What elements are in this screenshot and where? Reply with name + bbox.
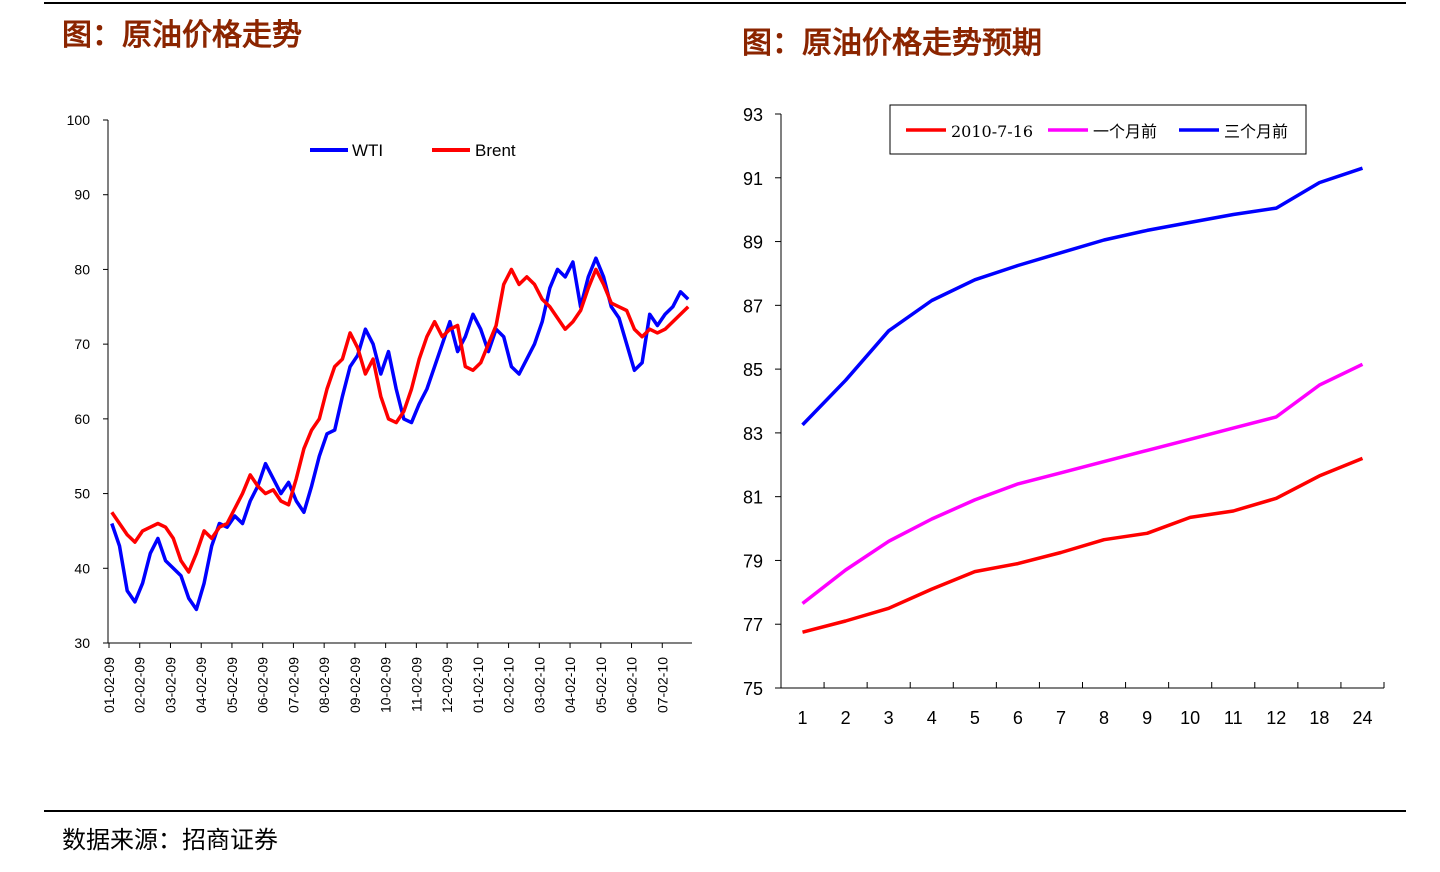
bottom-rule (44, 810, 1406, 812)
left-x-tick-label: 12-02-09 (439, 657, 455, 713)
left-y-tick-label: 40 (74, 560, 90, 576)
right-y-tick-label: 81 (743, 488, 763, 508)
right-x-tick-label: 12 (1266, 708, 1286, 728)
right-x-tick-label: 7 (1056, 708, 1066, 728)
left-x-tick-label: 05-02-10 (593, 657, 609, 713)
right-x-tick-label: 3 (884, 708, 894, 728)
forward-curve-line-0 (802, 456, 1364, 634)
series-line-brent (110, 267, 690, 574)
right-y-tick-label: 89 (743, 233, 763, 253)
right-legend-label-1: 一个月前 (1093, 122, 1157, 141)
right-legend-label-2: 三个月前 (1224, 122, 1288, 141)
left-x-tick-label: 03-02-09 (162, 657, 178, 713)
right-y-tick-label: 93 (743, 105, 763, 125)
right-y-tick-label: 91 (743, 169, 763, 189)
left-y-tick-label: 100 (67, 112, 91, 128)
right-x-tick-label: 6 (1013, 708, 1023, 728)
right-x-tick-label: 10 (1180, 708, 1200, 728)
top-rule (44, 2, 1406, 4)
right-y-tick-label: 77 (743, 615, 763, 635)
right-x-tick-label: 1 (798, 708, 808, 728)
left-x-tick-label: 01-02-10 (470, 657, 486, 713)
left-y-tick-label: 80 (74, 261, 90, 277)
right-y-tick-label: 83 (743, 424, 763, 444)
right-y-tick-label: 85 (743, 360, 763, 380)
left-x-tick-label: 06-02-09 (255, 657, 271, 713)
left-y-tick-label: 90 (74, 187, 90, 203)
legend-label-brent: Brent (475, 141, 516, 160)
left-x-tick-label: 01-02-09 (101, 657, 117, 713)
left-x-tick-label: 02-02-10 (501, 657, 517, 713)
left-x-tick-label: 09-02-09 (347, 657, 363, 713)
left-y-tick-label: 50 (74, 486, 90, 502)
right-x-tick-label: 24 (1352, 708, 1372, 728)
right-y-tick-label: 87 (743, 296, 763, 316)
right-y-tick-label: 79 (743, 551, 763, 571)
forward-curve-line-2 (801, 166, 1364, 427)
left-x-tick-label: 07-02-10 (654, 657, 670, 713)
left-y-tick-label: 60 (74, 411, 90, 427)
left-x-tick-label: 11-02-09 (408, 657, 424, 712)
left-x-tick-label: 05-02-09 (224, 657, 240, 713)
left-x-tick-label: 04-02-09 (193, 657, 209, 713)
left-x-tick-label: 10-02-09 (378, 657, 394, 713)
right-x-tick-label: 8 (1099, 708, 1109, 728)
right-x-tick-label: 5 (970, 708, 980, 728)
left-chart-title: 图：原油价格走势 (62, 18, 302, 53)
right-x-tick-label: 11 (1224, 708, 1243, 728)
left-x-tick-label: 07-02-09 (285, 657, 301, 713)
left-x-tick-label: 02-02-09 (132, 657, 148, 713)
right-chart-title: 图：原油价格走势预期 (742, 26, 1042, 61)
right-x-tick-label: 2 (841, 708, 851, 728)
right-x-tick-label: 4 (927, 708, 937, 728)
left-x-tick-label: 08-02-09 (316, 657, 332, 713)
left-y-tick-label: 70 (74, 336, 90, 352)
right-legend-box (889, 104, 1307, 155)
forward-curve-line-1 (801, 362, 1364, 605)
source-note: 数据来源：招商证券 (62, 826, 278, 854)
legend-label-wti: WTI (352, 141, 383, 160)
right-y-tick-label: 75 (743, 679, 763, 699)
left-x-tick-label: 06-02-10 (624, 657, 640, 713)
left-x-tick-label: 03-02-10 (531, 657, 547, 713)
right-legend-label-0: 2010-7-16 (951, 122, 1033, 141)
left-x-tick-label: 04-02-10 (562, 657, 578, 713)
left-y-tick-label: 30 (74, 635, 90, 651)
right-x-tick-label: 9 (1142, 708, 1152, 728)
right-x-tick-label: 18 (1309, 708, 1329, 728)
series-line-wti (110, 256, 690, 612)
